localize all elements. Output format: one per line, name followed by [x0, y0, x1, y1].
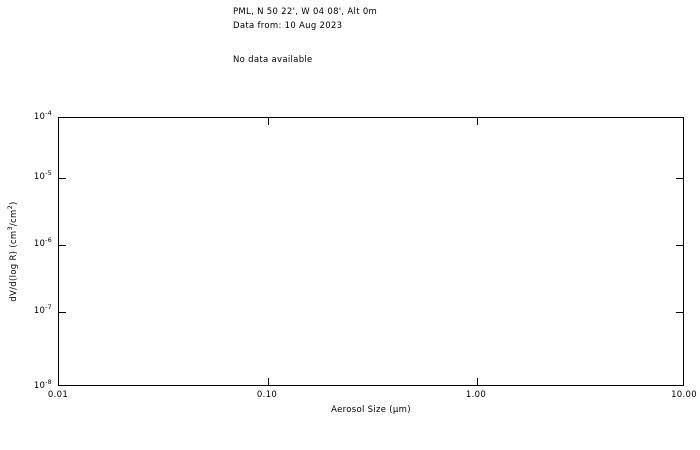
ytick-exponent-1e-6: -6: [45, 236, 52, 245]
data-date-line: Data from: 10 Aug 2023: [233, 21, 343, 31]
ytick-exponent-1e-4: -4: [45, 109, 52, 118]
plot-header: PML, N 50 22', W 04 08', Alt 0m Data fro…: [233, 5, 377, 33]
xtick-label-0.10: 0.10: [256, 390, 278, 400]
y-axis-title-prefix: dV/d(log R) (cm: [9, 230, 19, 302]
xtick-mark-1.00: [477, 378, 478, 385]
ytick-exponent-1e-8: -8: [45, 378, 52, 387]
ytick-exponent-1e-5: -5: [45, 169, 52, 178]
ytick-mark-1e-5: [59, 178, 66, 179]
ytick-label-1e-5: 10-5: [33, 169, 52, 182]
station-location-line: PML, N 50 22', W 04 08', Alt 0m: [233, 7, 378, 17]
ytick-label-1e-7: 10-7: [33, 303, 52, 316]
x-axis-title: Aerosol Size (µm): [331, 405, 411, 415]
ytick-exponent-1e-7: -7: [45, 303, 52, 312]
y-axis-title-sup1: 3: [6, 226, 15, 231]
plot-frame: [58, 117, 684, 386]
ytick-mantissa-1e-4: 10: [33, 112, 46, 122]
xtick-label-10.00: 10.00: [671, 390, 697, 400]
xtick-mark-top-1.00: [477, 118, 478, 125]
ytick-mark-1e-6: [59, 245, 66, 246]
ytick-mark-right-1e-7: [676, 312, 683, 313]
plot-data-area: [59, 118, 683, 385]
ytick-mantissa-1e-6: 10: [33, 239, 46, 249]
ytick-mantissa-1e-8: 10: [33, 381, 46, 391]
ytick-label-1e-4: 10-4: [33, 109, 52, 122]
ytick-mark-right-1e-6: [676, 245, 683, 246]
no-data-message: No data available: [233, 55, 313, 65]
ytick-label-1e-8: 10-8: [33, 378, 52, 391]
ytick-label-1e-6: 10-6: [33, 236, 52, 249]
xtick-mark-0.10: [268, 378, 269, 385]
ytick-mark-1e-7: [59, 312, 66, 313]
ytick-mantissa-1e-7: 10: [33, 306, 46, 316]
xtick-mark-top-0.10: [268, 118, 269, 125]
xtick-label-1.00: 1.00: [465, 390, 487, 400]
y-axis-title-mid: /cm: [9, 209, 19, 227]
xtick-label-0.01: 0.01: [47, 390, 69, 400]
y-axis-title-suffix: ): [9, 201, 19, 205]
ytick-mantissa-1e-5: 10: [33, 172, 46, 182]
ytick-mark-right-1e-5: [676, 178, 683, 179]
y-axis-title-sup2: 2: [6, 204, 15, 210]
y-axis-title: dV/d(log R) (cm3/cm2): [6, 117, 22, 386]
